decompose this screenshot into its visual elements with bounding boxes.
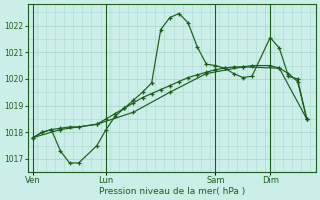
X-axis label: Pression niveau de la mer( hPa ): Pression niveau de la mer( hPa ) bbox=[99, 187, 245, 196]
